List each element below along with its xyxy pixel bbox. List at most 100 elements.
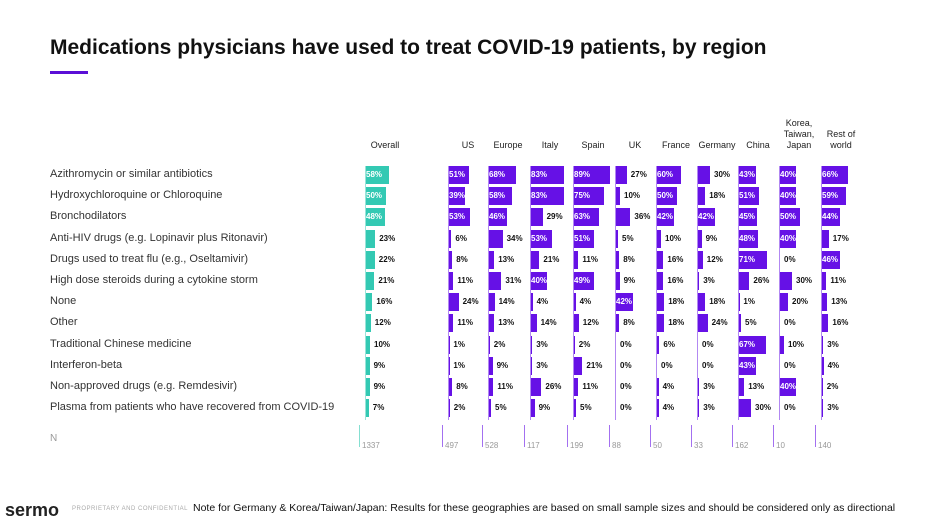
column-header: Spain xyxy=(581,140,605,150)
bar xyxy=(489,187,513,206)
bar xyxy=(489,208,508,227)
value-label: 46% xyxy=(822,254,839,264)
value-label: 5% xyxy=(580,403,592,413)
value-label: 45% xyxy=(739,212,756,222)
bar xyxy=(780,166,796,184)
bar xyxy=(366,187,386,206)
n-line xyxy=(773,425,774,447)
value-label: 40% xyxy=(780,233,797,243)
row-label: Anti-HIV drugs (e.g. Lopinavir plus Rito… xyxy=(50,231,268,244)
value-label: 43% xyxy=(739,360,756,370)
value-label: 0% xyxy=(702,339,714,349)
value-label: 53% xyxy=(531,233,548,243)
value-label: 44% xyxy=(822,212,839,222)
baseline xyxy=(530,166,531,420)
row-label: Drugs used to treat flu (e.g., Oseltamiv… xyxy=(50,252,249,265)
value-label: 10% xyxy=(624,191,641,201)
n-value: 33 xyxy=(694,441,703,450)
bar xyxy=(366,314,371,333)
value-label: 53% xyxy=(449,212,466,222)
value-label: 4% xyxy=(536,297,549,307)
bar xyxy=(698,229,702,248)
value-label: 3% xyxy=(536,339,548,349)
value-label: 6% xyxy=(663,339,675,349)
bar xyxy=(616,187,620,206)
value-label: 4% xyxy=(662,382,675,391)
n-value: 1337 xyxy=(362,441,380,450)
column-header: Europe xyxy=(493,140,523,150)
n-line xyxy=(482,425,483,447)
value-label: 13% xyxy=(748,382,765,391)
value-label: 2% xyxy=(826,382,839,391)
column-header: UK xyxy=(628,140,642,150)
value-label: 22% xyxy=(378,254,395,264)
bar xyxy=(531,166,565,184)
n-line xyxy=(609,425,610,447)
value-label: 18% xyxy=(709,297,726,307)
value-label: 13% xyxy=(831,297,848,307)
value-label: 30% xyxy=(714,170,731,179)
bar xyxy=(366,250,375,269)
column-header: US xyxy=(461,140,475,150)
bar xyxy=(449,250,453,269)
n-value: 162 xyxy=(735,441,749,450)
bar xyxy=(780,378,796,396)
value-label: 4% xyxy=(827,360,840,370)
bar xyxy=(739,250,768,269)
value-label: 24% xyxy=(711,318,728,328)
bar xyxy=(574,314,579,333)
bar xyxy=(822,208,840,227)
bar xyxy=(489,293,495,312)
bar xyxy=(531,187,565,206)
value-label: 10% xyxy=(374,339,391,349)
row-label: High dose steroids during a cytokine sto… xyxy=(50,274,258,286)
bar xyxy=(822,399,824,418)
row-label: Interferon-beta xyxy=(50,358,123,371)
value-label: 83% xyxy=(531,170,548,179)
bar xyxy=(574,229,595,248)
value-label: 42% xyxy=(616,297,633,307)
value-label: 0% xyxy=(620,339,632,349)
bar xyxy=(657,250,664,269)
value-label: 42% xyxy=(698,212,715,222)
bar xyxy=(531,229,553,248)
bar xyxy=(698,208,715,227)
bar xyxy=(449,229,452,248)
value-label: 20% xyxy=(792,297,809,307)
bar xyxy=(531,272,547,290)
value-label: 50% xyxy=(657,191,674,201)
bar xyxy=(698,293,706,312)
value-label: 48% xyxy=(366,212,383,222)
value-label: 9% xyxy=(373,360,386,370)
value-label: 0% xyxy=(784,254,796,264)
baseline xyxy=(656,166,657,420)
bar xyxy=(531,314,537,333)
value-label: 9% xyxy=(373,382,386,391)
value-label: 21% xyxy=(586,360,603,370)
value-label: 26% xyxy=(753,276,770,285)
column-header: Italy xyxy=(541,140,559,150)
bar xyxy=(657,166,681,184)
footnote: Note for Germany & Korea/Taiwan/Japan: R… xyxy=(193,502,896,514)
bar xyxy=(489,399,491,418)
row-label: Plasma from patients who have recovered … xyxy=(50,401,335,414)
value-label: 39% xyxy=(449,191,466,201)
value-label: 23% xyxy=(379,233,396,243)
bar xyxy=(739,335,766,354)
value-label: 50% xyxy=(780,212,797,222)
bar xyxy=(822,378,823,396)
bar xyxy=(449,166,470,184)
value-label: 3% xyxy=(703,382,715,391)
confidential: PROPRIETARY AND CONFIDENTIAL xyxy=(72,506,189,512)
bar xyxy=(780,187,796,206)
bar xyxy=(822,335,824,354)
column-header: China xyxy=(746,140,770,150)
bar xyxy=(698,250,703,269)
value-label: 11% xyxy=(497,382,513,391)
n-label: N xyxy=(50,433,58,444)
bar xyxy=(449,208,471,227)
n-value: 140 xyxy=(818,441,832,450)
bar xyxy=(366,335,370,354)
n-value: 117 xyxy=(527,441,540,450)
n-line xyxy=(524,425,525,447)
